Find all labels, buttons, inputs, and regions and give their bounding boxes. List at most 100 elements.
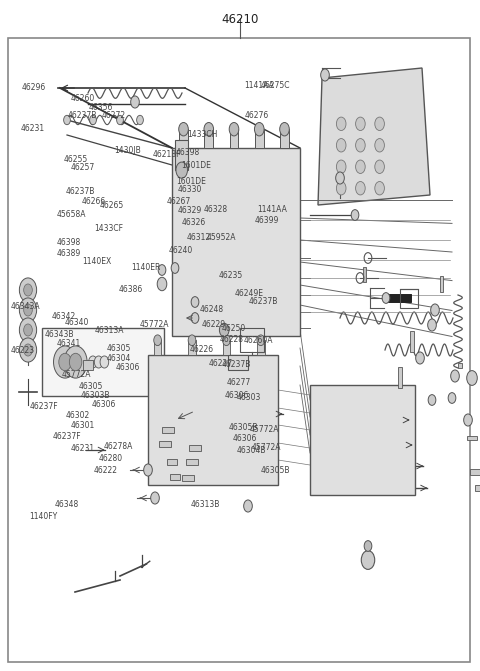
Text: 1141AA: 1141AA xyxy=(244,81,274,90)
Text: 45772A: 45772A xyxy=(252,443,281,452)
Circle shape xyxy=(448,393,456,403)
Text: 46303B: 46303B xyxy=(80,391,109,401)
Bar xyxy=(363,267,366,282)
Circle shape xyxy=(188,335,196,346)
Text: 46340: 46340 xyxy=(65,318,89,327)
Circle shape xyxy=(59,353,71,370)
Text: 46266: 46266 xyxy=(82,197,106,206)
Circle shape xyxy=(229,123,239,136)
Circle shape xyxy=(336,160,346,174)
Bar xyxy=(204,130,213,148)
Circle shape xyxy=(356,117,365,131)
Bar xyxy=(230,130,239,148)
Circle shape xyxy=(451,370,459,382)
Circle shape xyxy=(19,338,36,362)
Text: 46389: 46389 xyxy=(57,249,81,258)
Bar xyxy=(162,427,174,433)
Text: 46304B: 46304B xyxy=(236,446,265,456)
Text: 46342: 46342 xyxy=(52,312,76,321)
Circle shape xyxy=(90,115,96,125)
Text: 46341: 46341 xyxy=(57,339,81,348)
Circle shape xyxy=(157,277,167,291)
Text: 46226: 46226 xyxy=(190,345,214,354)
Text: 46267: 46267 xyxy=(167,197,191,206)
Bar xyxy=(167,460,177,465)
Text: 46306: 46306 xyxy=(225,391,249,400)
Text: 46276: 46276 xyxy=(245,111,269,120)
Circle shape xyxy=(100,356,108,368)
Circle shape xyxy=(464,414,472,426)
Text: 46305B: 46305B xyxy=(228,423,258,432)
Circle shape xyxy=(361,551,375,570)
Text: 46305: 46305 xyxy=(107,344,131,354)
Text: 46306: 46306 xyxy=(233,434,257,444)
Text: 46260: 46260 xyxy=(71,94,96,103)
Circle shape xyxy=(151,492,159,504)
Text: 46210: 46210 xyxy=(221,13,259,26)
Circle shape xyxy=(24,284,32,296)
Text: 46305B: 46305B xyxy=(260,466,289,475)
Text: 45952A: 45952A xyxy=(206,233,236,242)
Text: 46237B: 46237B xyxy=(222,360,251,369)
Circle shape xyxy=(428,319,436,331)
Bar xyxy=(257,340,264,355)
Text: 46312: 46312 xyxy=(186,233,210,242)
Bar xyxy=(154,340,161,355)
Bar xyxy=(400,289,418,308)
Text: 46237B: 46237B xyxy=(67,111,96,120)
Circle shape xyxy=(219,323,229,337)
Text: 46235: 46235 xyxy=(219,271,243,280)
Text: 46237F: 46237F xyxy=(53,432,82,442)
Circle shape xyxy=(191,313,199,323)
Text: 1601DE: 1601DE xyxy=(176,176,206,186)
Circle shape xyxy=(467,370,477,385)
Circle shape xyxy=(176,162,188,178)
Text: 46328: 46328 xyxy=(204,205,228,214)
Bar xyxy=(280,130,289,148)
Text: 1140FY: 1140FY xyxy=(29,512,57,521)
Bar xyxy=(148,355,278,485)
Bar xyxy=(159,442,171,447)
Bar xyxy=(475,485,480,491)
Bar xyxy=(188,340,196,355)
Text: 46304: 46304 xyxy=(107,354,131,364)
Text: 46260A: 46260A xyxy=(244,336,273,346)
Circle shape xyxy=(64,115,71,125)
Text: 46348: 46348 xyxy=(55,500,79,509)
Bar xyxy=(240,328,264,352)
Text: 46306: 46306 xyxy=(91,400,116,409)
Text: 46231: 46231 xyxy=(71,444,95,453)
Circle shape xyxy=(356,160,365,174)
Text: 46227: 46227 xyxy=(209,358,233,368)
Text: 46229: 46229 xyxy=(202,319,226,329)
Text: 46303: 46303 xyxy=(236,393,261,402)
Bar xyxy=(467,435,477,440)
Text: 46330: 46330 xyxy=(178,185,202,195)
Circle shape xyxy=(137,115,144,125)
Text: 46237F: 46237F xyxy=(30,402,59,411)
Bar xyxy=(223,340,230,355)
Text: 46356: 46356 xyxy=(89,103,113,112)
Circle shape xyxy=(375,117,384,131)
Text: 46278A: 46278A xyxy=(103,442,132,452)
Bar xyxy=(182,475,194,480)
Circle shape xyxy=(382,293,390,303)
Circle shape xyxy=(19,318,36,342)
Text: 1140EX: 1140EX xyxy=(83,257,112,266)
Text: 46326: 46326 xyxy=(181,218,206,227)
Text: 45772A: 45772A xyxy=(250,425,279,434)
Circle shape xyxy=(69,353,82,370)
Bar xyxy=(172,148,300,336)
Text: 45772A: 45772A xyxy=(139,319,168,329)
Circle shape xyxy=(280,123,289,136)
Text: 46313A: 46313A xyxy=(95,326,124,336)
Text: 46398: 46398 xyxy=(175,148,200,157)
Bar xyxy=(83,360,93,370)
Circle shape xyxy=(24,324,32,336)
Circle shape xyxy=(179,123,188,136)
Bar xyxy=(458,362,462,368)
Bar xyxy=(228,355,248,370)
Circle shape xyxy=(204,123,214,136)
Bar xyxy=(470,469,480,474)
Text: 46222: 46222 xyxy=(94,466,118,475)
